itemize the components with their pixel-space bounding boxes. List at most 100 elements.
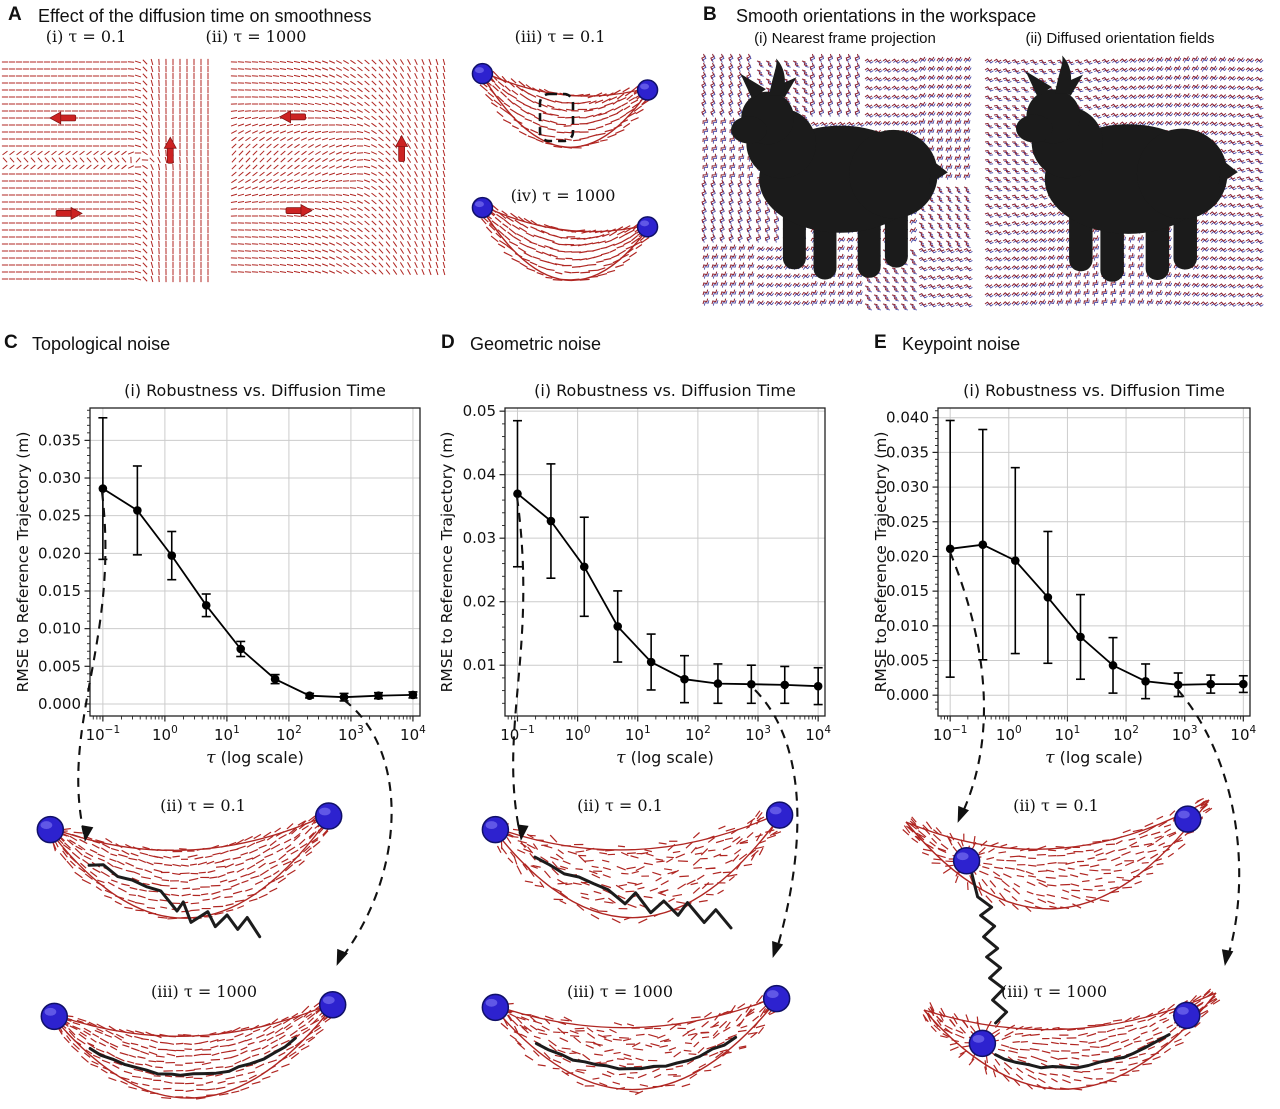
svg-text:103: 103: [1172, 724, 1198, 744]
svg-text:0.03: 0.03: [463, 529, 496, 547]
svg-text:0.000: 0.000: [886, 686, 929, 704]
banana-d-iii: [481, 984, 791, 1096]
svg-text:0.020: 0.020: [38, 544, 81, 562]
svg-text:10−1: 10−1: [86, 724, 121, 744]
demonstration-trajectory: [994, 1033, 1171, 1070]
svg-text:100: 100: [996, 724, 1022, 744]
workspace-b-ii: [984, 55, 1264, 307]
panel-a-sub-ii-label: (ii) τ = 1000: [205, 27, 307, 46]
connector-arrow-e-low-tau: [949, 551, 985, 823]
panel-c-sub-iii-label: (iii) τ = 1000: [150, 982, 258, 1001]
svg-text:0.01: 0.01: [463, 656, 496, 674]
svg-text:0.015: 0.015: [38, 582, 81, 600]
banana-a-iii: [471, 62, 659, 149]
svg-text:0.035: 0.035: [38, 431, 81, 449]
vector-field-a-ii: [230, 58, 446, 276]
x-axis-label: τ (log scale): [206, 748, 304, 768]
panel-b-tag: B: [703, 4, 717, 25]
connector-arrow-d-high-tau: [754, 689, 799, 958]
svg-text:103: 103: [745, 724, 771, 744]
svg-text:0.040: 0.040: [886, 409, 929, 427]
x-axis-label: τ (log scale): [616, 748, 714, 768]
panel-d-sub-iii-label: (iii) τ = 1000: [566, 982, 674, 1001]
workspace-b-i: [701, 53, 973, 311]
svg-text:102: 102: [1113, 724, 1139, 744]
svg-text:102: 102: [685, 724, 711, 744]
svg-text:0.035: 0.035: [886, 443, 929, 461]
banana-e-iii: [922, 988, 1221, 1091]
connector-arrow-c-low-tau: [77, 491, 107, 842]
panel-b-sub-i-label: (i) Nearest frame projection: [754, 30, 936, 47]
svg-text:101: 101: [625, 724, 651, 744]
chart-c: 10−1 100 101 102 103 104 0.000 0.005 0.010 0.015 0…: [14, 381, 426, 768]
demonstration-trajectory: [534, 1035, 738, 1071]
panel-d-sub-ii-label: (ii) τ = 0.1: [577, 796, 663, 815]
svg-text:0.010: 0.010: [886, 617, 929, 635]
demonstration-trajectory: [533, 855, 733, 930]
panel-b-sub-ii-label: (ii) Diffused orientation fields: [1025, 30, 1215, 47]
svg-text:101: 101: [1055, 724, 1081, 744]
panel-a-tag: A: [8, 4, 22, 25]
panel-e-sub-iii-label: (iii) τ = 1000: [1000, 982, 1108, 1001]
panel-e-title: Keypoint noise: [902, 334, 1021, 354]
svg-text:0.025: 0.025: [886, 513, 929, 531]
panel-c-title: Topological noise: [32, 334, 171, 354]
chart-title: (i) Robustness vs. Diffusion Time: [963, 381, 1225, 400]
y-axis-label: RMSE to Reference Trajectory (m): [872, 432, 890, 693]
connector-arrow-e-high-tau: [1177, 689, 1241, 966]
panel-e-sub-ii-label: (ii) τ = 0.1: [1013, 796, 1099, 815]
connector-arrow-d-low-tau: [512, 496, 529, 841]
svg-text:100: 100: [152, 724, 178, 744]
svg-text:0.025: 0.025: [38, 507, 81, 525]
svg-text:0.05: 0.05: [463, 402, 496, 420]
banana-c-ii: [36, 802, 343, 939]
panel-a-title: Effect of the diffusion time on smoothne…: [38, 6, 372, 26]
panel-d-tag: D: [441, 332, 455, 353]
svg-text:104: 104: [805, 724, 831, 744]
svg-text:0.030: 0.030: [886, 478, 929, 496]
svg-text:0.000: 0.000: [38, 695, 81, 713]
chart-d: 10−1 100 101 102 103 104 0.01 0.02 0.03 0.04 0.05 (…: [438, 381, 831, 768]
svg-text:0.020: 0.020: [886, 547, 929, 565]
connector-arrow-c-high-tau: [336, 699, 393, 966]
svg-text:104: 104: [1230, 724, 1256, 744]
animal-figure: [1016, 55, 1238, 282]
panel-b-title: Smooth orientations in the workspace: [736, 6, 1037, 26]
vector-field-a-i: [1, 58, 209, 283]
demonstration-trajectory: [969, 867, 1009, 1025]
panel-a-sub-iii-label: (iii) τ = 0.1: [514, 27, 606, 46]
svg-text:103: 103: [338, 724, 364, 744]
banana-e-ii: [902, 797, 1213, 1025]
svg-text:102: 102: [276, 724, 302, 744]
banana-a-iv: [471, 196, 659, 282]
svg-text:0.04: 0.04: [463, 466, 496, 484]
svg-text:0.030: 0.030: [38, 469, 81, 487]
demonstration-trajectory: [88, 1036, 297, 1077]
panel-c-sub-ii-label: (ii) τ = 0.1: [160, 796, 246, 815]
chart-title: (i) Robustness vs. Diffusion Time: [124, 381, 386, 400]
svg-text:0.015: 0.015: [886, 582, 929, 600]
panel-a-sub-i-label: (i) τ = 0.1: [45, 27, 127, 46]
svg-text:0.005: 0.005: [886, 652, 929, 670]
svg-text:101: 101: [214, 724, 240, 744]
panel-a-sub-iv-label: (iv) τ = 1000: [510, 186, 616, 205]
svg-text:10−1: 10−1: [500, 724, 535, 744]
x-axis-label: τ (log scale): [1045, 748, 1143, 768]
svg-text:0.02: 0.02: [463, 593, 496, 611]
svg-text:10−1: 10−1: [933, 724, 968, 744]
svg-text:100: 100: [565, 724, 591, 744]
panel-d-title: Geometric noise: [470, 334, 602, 354]
chart-title: (i) Robustness vs. Diffusion Time: [534, 381, 796, 400]
animal-figure: [731, 58, 948, 280]
banana-c-iii: [40, 990, 347, 1100]
banana-d-ii: [481, 801, 794, 930]
y-axis-label: RMSE to Reference Trajectory (m): [14, 432, 32, 693]
svg-text:104: 104: [400, 724, 426, 744]
svg-text:0.005: 0.005: [38, 657, 81, 675]
chart-e: 10−1 100 101 102 103 104 0.000 0.005 0.010 0.015 0…: [872, 381, 1257, 768]
panel-e-tag: E: [874, 332, 887, 353]
demonstration-trajectory: [87, 863, 262, 939]
y-axis-label: RMSE to Reference Trajectory (m): [438, 432, 456, 693]
